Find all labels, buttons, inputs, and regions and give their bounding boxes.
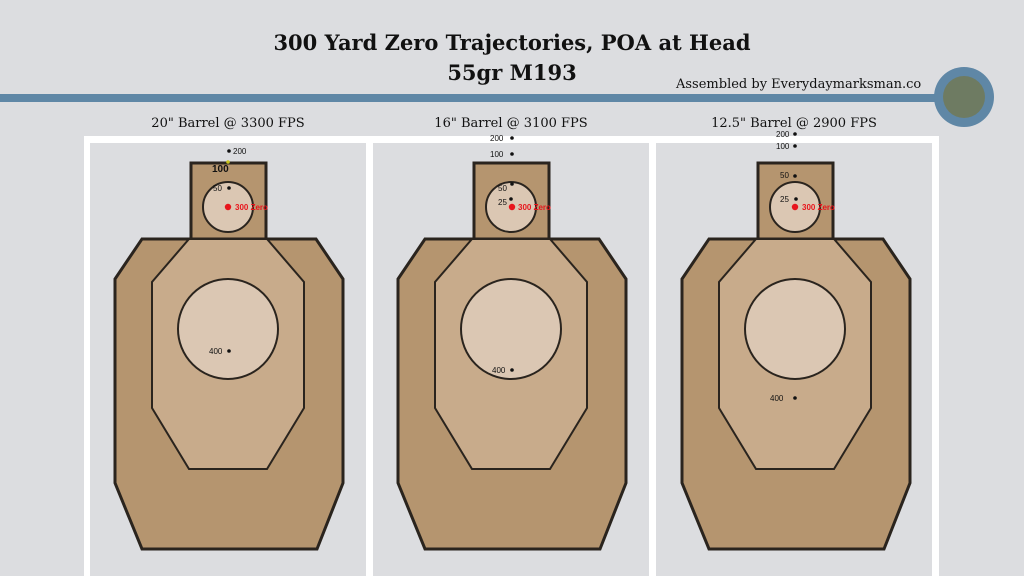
impact-label: 300 Zero xyxy=(802,203,835,212)
impact-label: 100 xyxy=(212,164,229,175)
impact-label: 300 Zero xyxy=(518,203,551,212)
impact-label: 400 xyxy=(770,394,784,403)
panel-caption-16in: 16" Barrel @ 3100 FPS xyxy=(434,116,588,131)
impact-200: 200 xyxy=(490,134,514,143)
impact-100: 100 xyxy=(490,150,514,159)
impact-label: 50 xyxy=(498,184,507,193)
panel-caption-12in: 12.5" Barrel @ 2900 FPS xyxy=(711,116,877,131)
impact-400: 400 xyxy=(209,347,231,356)
impact-label: 50 xyxy=(213,184,222,193)
impact-400: 400 xyxy=(492,366,514,375)
impact-label: 200 xyxy=(233,147,247,156)
impact-label: 200 xyxy=(490,134,504,143)
impact-200: 200 xyxy=(776,130,797,139)
impact-label: 200 xyxy=(776,130,790,139)
logo-ring-icon xyxy=(934,67,994,127)
impact-100: 100 xyxy=(776,142,797,151)
impact-100: 100 xyxy=(212,160,230,175)
impact-label: 100 xyxy=(776,142,790,151)
impact-label: 300 Zero xyxy=(235,203,268,212)
impact-300-zero: 300 Zero xyxy=(791,203,835,212)
target-silhouette-2 xyxy=(396,161,628,551)
impact-300-zero: 300 Zero xyxy=(224,203,268,212)
panel-caption-20in: 20" Barrel @ 3300 FPS xyxy=(151,116,305,131)
impact-label: 25 xyxy=(498,198,507,207)
impact-label: 400 xyxy=(492,366,506,375)
impact-label: 25 xyxy=(780,195,789,204)
impact-50: 50 xyxy=(213,184,231,193)
target-silhouette-1 xyxy=(113,161,345,551)
impact-200: 200 xyxy=(227,147,247,156)
accent-rule xyxy=(0,94,950,102)
impact-50: 50 xyxy=(780,171,797,180)
impact-300-zero: 300 Zero xyxy=(508,203,551,212)
logo-center-icon xyxy=(943,76,985,118)
credit-text: Assembled by Everydaymarksman.co xyxy=(676,77,922,92)
impact-25: 25 xyxy=(498,197,513,207)
impact-label: 400 xyxy=(209,347,223,356)
page-title: 300 Yard Zero Trajectories, POA at Head xyxy=(273,30,751,55)
impact-label: 100 xyxy=(490,150,504,159)
impact-label: 50 xyxy=(780,171,789,180)
impact-25: 25 xyxy=(780,195,798,204)
page-subtitle: 55gr M193 xyxy=(447,60,577,85)
impact-400: 400 xyxy=(770,394,797,403)
impact-50: 50 xyxy=(498,182,514,193)
